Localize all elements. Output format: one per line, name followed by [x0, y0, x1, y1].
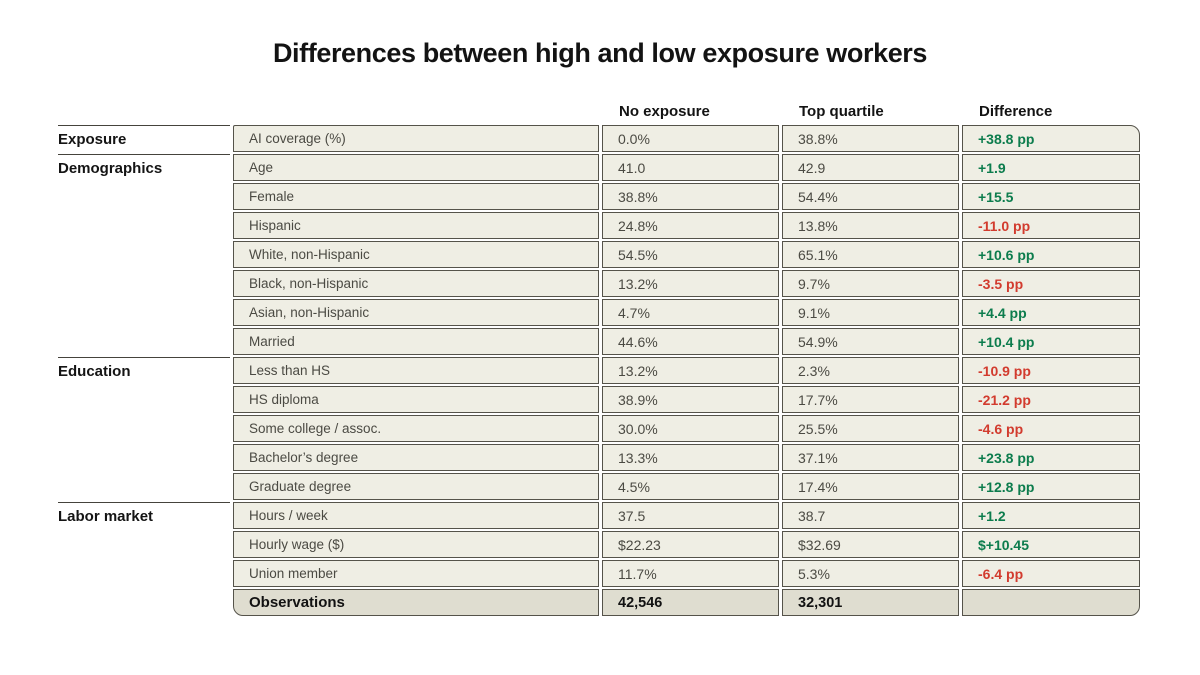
top-quartile-value-cell: 54.4%: [782, 183, 959, 210]
row-label-cell: Graduate degree: [233, 473, 599, 500]
difference-value-cell: +23.8 pp: [962, 444, 1140, 471]
group-label-labor-market: Labor market: [58, 502, 230, 587]
top-quartile-value-cell: 65.1%: [782, 241, 959, 268]
row-label-cell: Hourly wage ($): [233, 531, 599, 558]
difference-value-cell: +38.8 pp: [962, 125, 1140, 152]
difference-value-cell: +12.8 pp: [962, 473, 1140, 500]
difference-value-cell: +1.9: [962, 154, 1140, 181]
group-label-exposure: Exposure: [58, 125, 230, 152]
column-header-no-exposure: No exposure: [619, 103, 710, 120]
difference-value-cell: +4.4 pp: [962, 299, 1140, 326]
row-label-cell: Female: [233, 183, 599, 210]
row-label-cell: Married: [233, 328, 599, 355]
row-label-cell: AI coverage (%): [233, 125, 599, 152]
difference-value-cell: $+10.45: [962, 531, 1140, 558]
row-label-cell: Black, non-Hispanic: [233, 270, 599, 297]
no-exposure-value-cell: 41.0: [602, 154, 779, 181]
no-exposure-value-cell: 44.6%: [602, 328, 779, 355]
footer-label-cell: Observations: [233, 589, 599, 616]
no-exposure-value-cell: 37.5: [602, 502, 779, 529]
no-exposure-value-cell: 0.0%: [602, 125, 779, 152]
no-exposure-value-cell: 38.9%: [602, 386, 779, 413]
top-quartile-value-cell: 25.5%: [782, 415, 959, 442]
top-quartile-value-cell: 42.9: [782, 154, 959, 181]
top-quartile-value-cell: 17.4%: [782, 473, 959, 500]
top-quartile-value-cell: 38.7: [782, 502, 959, 529]
row-label-cell: Less than HS: [233, 357, 599, 384]
top-quartile-value-cell: 9.1%: [782, 299, 959, 326]
comparison-table: Exposure AI coverage (%) 0.0% 38.8% +38.8 pp…: [58, 125, 1140, 616]
no-exposure-value-cell: 30.0%: [602, 415, 779, 442]
footer-no-exposure-cell: 42,546: [602, 589, 779, 616]
difference-value-cell: -21.2 pp: [962, 386, 1140, 413]
top-quartile-value-cell: 9.7%: [782, 270, 959, 297]
row-label-cell: Some college / assoc.: [233, 415, 599, 442]
no-exposure-value-cell: 13.2%: [602, 270, 779, 297]
difference-value-cell: +1.2: [962, 502, 1140, 529]
column-headers: No exposure Top quartile Difference: [58, 98, 1140, 120]
row-label-cell: Age: [233, 154, 599, 181]
no-exposure-value-cell: 54.5%: [602, 241, 779, 268]
footer-difference-cell: [962, 589, 1140, 616]
row-label-cell: Bachelor’s degree: [233, 444, 599, 471]
no-exposure-value-cell: 24.8%: [602, 212, 779, 239]
top-quartile-value-cell: 13.8%: [782, 212, 959, 239]
top-quartile-value-cell: $32.69: [782, 531, 959, 558]
top-quartile-value-cell: 37.1%: [782, 444, 959, 471]
no-exposure-value-cell: 38.8%: [602, 183, 779, 210]
difference-value-cell: +10.6 pp: [962, 241, 1140, 268]
difference-value-cell: -10.9 pp: [962, 357, 1140, 384]
group-label-education: Education: [58, 357, 230, 500]
row-label-cell: HS diploma: [233, 386, 599, 413]
page-title: Differences between high and low exposur…: [272, 38, 928, 68]
difference-value-cell: +10.4 pp: [962, 328, 1140, 355]
column-header-top-quartile: Top quartile: [799, 103, 884, 120]
top-quartile-value-cell: 38.8%: [782, 125, 959, 152]
no-exposure-value-cell: 13.3%: [602, 444, 779, 471]
no-exposure-value-cell: 13.2%: [602, 357, 779, 384]
difference-value-cell: -11.0 pp: [962, 212, 1140, 239]
no-exposure-value-cell: $22.23: [602, 531, 779, 558]
row-label-cell: Hispanic: [233, 212, 599, 239]
difference-value-cell: -4.6 pp: [962, 415, 1140, 442]
no-exposure-value-cell: 4.5%: [602, 473, 779, 500]
top-quartile-value-cell: 5.3%: [782, 560, 959, 587]
row-label-cell: Asian, non-Hispanic: [233, 299, 599, 326]
footer-top-quartile-cell: 32,301: [782, 589, 959, 616]
row-label-cell: Hours / week: [233, 502, 599, 529]
row-label-cell: White, non-Hispanic: [233, 241, 599, 268]
row-label-cell: Union member: [233, 560, 599, 587]
difference-value-cell: +15.5: [962, 183, 1140, 210]
top-quartile-value-cell: 54.9%: [782, 328, 959, 355]
no-exposure-value-cell: 4.7%: [602, 299, 779, 326]
top-quartile-value-cell: 2.3%: [782, 357, 959, 384]
difference-value-cell: -6.4 pp: [962, 560, 1140, 587]
group-label-demographics: Demographics: [58, 154, 230, 355]
column-header-difference: Difference: [979, 103, 1053, 120]
no-exposure-value-cell: 11.7%: [602, 560, 779, 587]
top-quartile-value-cell: 17.7%: [782, 386, 959, 413]
difference-value-cell: -3.5 pp: [962, 270, 1140, 297]
